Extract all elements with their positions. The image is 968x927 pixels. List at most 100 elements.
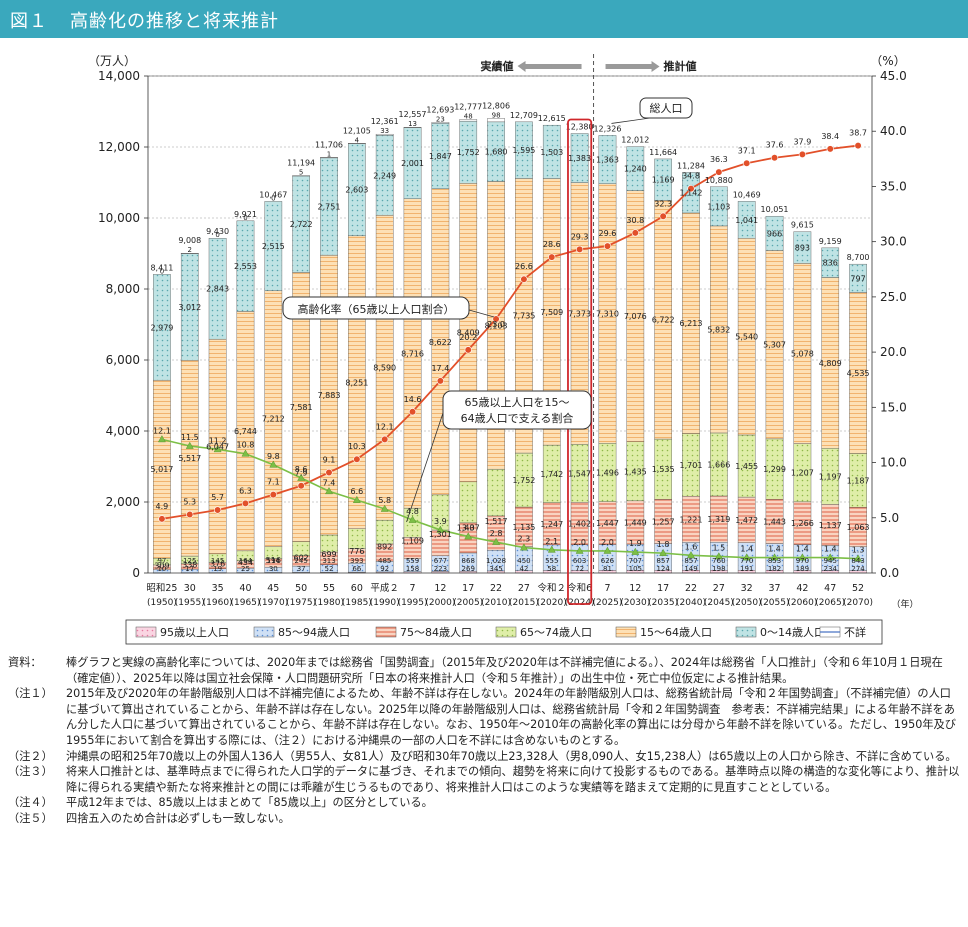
bar-elderly-label: 1,517 (485, 517, 508, 526)
aging-rate-label: 38.4 (821, 132, 839, 141)
aging-rate-label: 14.6 (404, 395, 422, 404)
bar-working-label: 7,883 (318, 391, 341, 400)
legend-label: 65～74歳人口 (520, 626, 592, 639)
aging-rate-point (241, 499, 250, 508)
bar-95plus-label: 66 (352, 565, 361, 573)
highlight-2024-frame (567, 118, 593, 605)
aging-rate-point (186, 510, 194, 519)
aging-rate-label: 20.2 (459, 333, 477, 342)
note-row: （注５） 四捨五入のため合計は必ずしも一致しない。 (8, 811, 960, 827)
support-ratio-point (714, 552, 723, 560)
support-ratio-label: 1.3 (852, 546, 865, 555)
aging-rate-point (464, 346, 472, 354)
bar-95plus-label: 10 (157, 565, 166, 573)
bar-total-label: 10,469 (733, 190, 761, 199)
bar-95plus-label: 269 (462, 565, 475, 573)
support-callout-text-1: 65歳以上人口を15～ (465, 396, 570, 409)
bar-95plus-label: 105 (629, 565, 642, 573)
bar-unknown-label: 0 (243, 214, 247, 222)
x-tick-label-era: 令和２ (538, 582, 567, 594)
x-tick-label-era: 32 (741, 583, 753, 594)
bar-young-label: 2,979 (150, 323, 173, 332)
bar-working-label: 7,212 (262, 415, 285, 424)
right-axis-unit: （%） (870, 54, 905, 68)
bar-segment-0-14 (570, 133, 589, 183)
bar-elderly-label: 892 (377, 543, 392, 552)
bar-85-94-label: 770 (740, 557, 753, 565)
bar-95plus-label: 149 (684, 565, 697, 573)
bar-elderly-label: 376 (210, 559, 225, 568)
aging-rate-point (770, 154, 779, 162)
bar-unknown-label: 2 (188, 246, 192, 254)
bar-85-94-label: 603 (573, 557, 586, 565)
bar-95plus-label: 42 (519, 565, 528, 573)
bar-65-74-label: 1,455 (735, 462, 758, 471)
bar-young-label: 2,001 (401, 159, 424, 168)
bar-65-74-label: 1,752 (512, 476, 535, 485)
bar-segment-unknown (403, 127, 422, 128)
legend-label: 不詳 (844, 625, 866, 639)
x-tick-label-era: 45 (267, 583, 279, 594)
note-label: （注２） (8, 749, 53, 763)
legend: 95歳以上人口 85～94歳人口 75～84歳人口 65～74歳人口 15～64歳人口 0… (125, 619, 883, 645)
bar-segment-unknown (320, 157, 338, 159)
bar-total-label: 11,664 (649, 148, 677, 157)
x-tick-label-year: (2025) (592, 598, 622, 608)
aging-rate-label: 5.7 (211, 493, 224, 502)
x-tick-label-year: (1955) (175, 598, 205, 608)
bar-95plus-label: 81 (603, 565, 612, 573)
bar-young-label: 836 (823, 259, 838, 268)
bar-85-94-label: 485 (378, 557, 391, 565)
bar-segment-0-14 (598, 135, 617, 185)
bar-85-94-label: 843 (851, 557, 864, 565)
bar-total-label: 12,777 (454, 102, 482, 111)
aging-rate-label: 34.8 (682, 172, 700, 181)
bar-young-label: 2,553 (234, 262, 257, 271)
bar-working-label: 7,735 (512, 312, 535, 321)
x-tick-label-era: 17 (657, 583, 669, 594)
bar-segment-0-14 (654, 158, 672, 201)
bar-85-94-label: 145 (211, 557, 224, 565)
bar-65-74-label: 1,435 (624, 467, 647, 476)
x-tick-label-year: (2030) (620, 598, 650, 608)
x-tick-label-year: (2000) (425, 598, 455, 608)
bar-65-74-label: 1,299 (763, 465, 786, 474)
aging-rate-callout-text: 高齢化率（65歳以上人口割合） (298, 302, 455, 316)
note-row: （注３） 将来人口推計とは、基準時点までに得られた人口学的データに基づき、それまで… (8, 764, 960, 795)
support-ratio-point (241, 449, 250, 457)
bar-segment-0-14 (542, 124, 561, 179)
note-row: （注２） 沖縄県の昭和25年70歳以上の外国人136人（男55人、女81人）及び昭… (8, 749, 960, 765)
bar-young-label: 2,722 (290, 220, 313, 229)
support-ratio-point (519, 543, 528, 551)
support-ratio-label: 1.5 (712, 543, 725, 552)
bar-young-label: 893 (795, 244, 810, 253)
support-callout-box (442, 390, 592, 430)
bar-working-label: 7,509 (540, 308, 563, 317)
support-ratio-label: 1.6 (685, 542, 698, 551)
x-tick-label-era: 37 (768, 583, 780, 594)
bar-85-94-label: 868 (462, 557, 475, 565)
aging-rate-label: 12.1 (376, 422, 394, 431)
note-text: 将来人口推計とは、基準時点までに得られた人口学的データに基づき、それまでの傾向、… (66, 765, 960, 794)
support-ratio-point (269, 460, 278, 468)
bar-65-74-label: 1,666 (707, 460, 730, 469)
note-text: 棒グラフと実線の高齢化率については、2020年までは総務省「国勢調査」（2015… (66, 656, 943, 685)
left-tick-label: 10,000 (98, 211, 140, 225)
right-tick-label: 15.0 (880, 400, 907, 414)
chart: 8,41102,9795,01730997109,00823,0125,5173… (88, 54, 919, 645)
bar-young-label: 1,142 (680, 189, 703, 198)
bar-75-84-label: 1,443 (763, 517, 786, 526)
x-tick-label-year: (2035) (648, 598, 678, 608)
aging-rate-point (325, 468, 333, 477)
aging-rate-point (826, 145, 834, 153)
x-tick-label-era: 7 (410, 583, 416, 594)
bar-95plus-label: 191 (740, 565, 753, 573)
bar-95plus-label: 17 (185, 565, 194, 573)
bar-65-74-label: 1,207 (791, 469, 814, 478)
bar-unknown-label: 13 (408, 120, 417, 128)
x-tick-label-era: 50 (295, 583, 307, 594)
bar-total-label: 12,557 (399, 110, 427, 119)
bar-95plus-label: 345 (489, 565, 502, 573)
bar-total-label: 10,880 (705, 176, 733, 185)
